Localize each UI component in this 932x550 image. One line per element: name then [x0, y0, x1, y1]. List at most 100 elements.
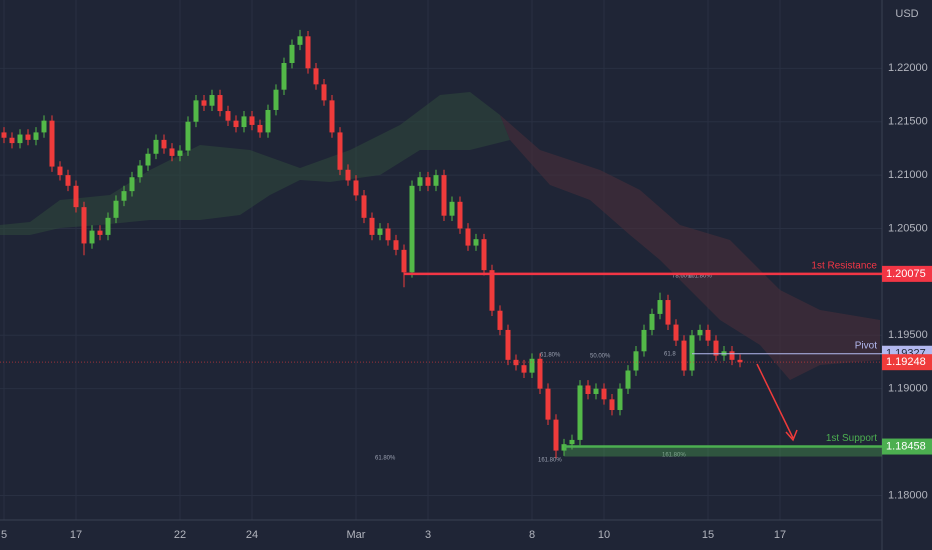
candle-body [385, 228, 391, 241]
level-name: Pivot [855, 340, 877, 351]
ichimoku-cloud-bull [0, 92, 510, 235]
candle-body [649, 313, 655, 330]
x-tick-label: 17 [774, 529, 786, 541]
candle-body [25, 134, 31, 140]
candle-body [161, 139, 167, 149]
candle-body [689, 335, 695, 371]
candle-body [41, 120, 47, 133]
candle-body [497, 310, 503, 330]
candle-body [425, 177, 431, 186]
candle-body [313, 68, 319, 85]
price-label-box [882, 438, 932, 455]
x-tick-label: 3 [425, 529, 431, 541]
candle-body [545, 388, 551, 420]
candle-body [377, 228, 383, 235]
candle-body [737, 359, 743, 363]
candle-body [489, 270, 495, 311]
candle-body [153, 139, 159, 154]
level-name: 1st Resistance [811, 261, 877, 272]
candle-body [177, 150, 183, 156]
price-label-box [882, 265, 932, 282]
candle-body [401, 249, 407, 273]
x-tick-label: 15 [702, 529, 714, 541]
fib-label: 78.60% [672, 274, 693, 280]
y-tick-label: 1.19000 [888, 383, 928, 395]
candle-body [569, 439, 575, 445]
candle-body [129, 177, 135, 192]
candle-body [209, 95, 215, 106]
candle-body [577, 385, 583, 440]
fib-label: 161.80% [688, 274, 712, 280]
candle-body [89, 230, 95, 244]
support-zone [564, 446, 882, 457]
candle-body [273, 89, 279, 110]
fib-label: 61.8 [664, 352, 676, 358]
candle-body [417, 177, 423, 186]
candle-body [361, 195, 367, 218]
candle-body [241, 116, 247, 128]
fib-label: 161.80% [538, 458, 562, 464]
y-tick-label: 1.22000 [888, 62, 928, 74]
candle-body [633, 351, 639, 371]
forecast-arrow [756, 363, 798, 442]
candle-body [673, 324, 679, 341]
y-tick-label: 1.20500 [888, 222, 928, 234]
candle-body [81, 207, 87, 244]
candle-body [73, 185, 79, 208]
candle-body [441, 175, 447, 216]
candle-body [409, 185, 415, 273]
y-tick-label: 1.21000 [888, 169, 928, 181]
candle-body [505, 329, 511, 360]
fib-label: 61.80% [375, 456, 396, 462]
candle-body [329, 100, 335, 133]
candle-body [665, 300, 671, 325]
candle-body [169, 148, 175, 156]
x-tick-label: 10 [598, 529, 610, 541]
x-tick-label: 5 [1, 529, 7, 541]
candle-body [473, 239, 479, 246]
x-tick-label: 8 [529, 529, 535, 541]
candle-body [625, 370, 631, 389]
x-tick-label: 24 [246, 529, 258, 541]
last-price-label: 1.19248 [886, 356, 926, 368]
x-tick-label: 22 [174, 529, 186, 541]
axis-unit: USD [895, 8, 918, 20]
candle-body [217, 95, 223, 112]
candle-body [193, 100, 199, 122]
candle-body [609, 399, 615, 411]
candle-body [113, 200, 119, 218]
candle-body [529, 358, 535, 373]
candle-body [641, 329, 647, 352]
candle-body [145, 153, 151, 166]
candle-body [33, 132, 39, 140]
candle-body [457, 201, 463, 229]
candle-body [585, 385, 591, 395]
candle-body [601, 388, 607, 400]
candle-body [265, 109, 271, 133]
candle-body [321, 84, 327, 101]
x-tick-label: 17 [70, 529, 82, 541]
candle-body [289, 44, 295, 63]
candle-body [697, 329, 703, 336]
candle-body [481, 239, 487, 271]
ichimoku-cloud-bear [500, 115, 880, 380]
candle-body [17, 134, 23, 144]
candle-body [185, 121, 191, 151]
price-label: 1.18458 [886, 440, 926, 452]
candle-body [297, 36, 303, 45]
candle-body [233, 120, 239, 128]
candle-body [281, 62, 287, 90]
candle-body [537, 358, 543, 389]
price-label: 1.20075 [886, 268, 926, 280]
x-tick-label: Mar [347, 529, 366, 541]
candle-body [137, 165, 143, 178]
candle-body [353, 180, 359, 196]
candle-body [121, 191, 127, 201]
candle-body [345, 169, 351, 181]
candle-body [681, 340, 687, 371]
candle-body [433, 175, 439, 186]
y-tick-label: 1.21500 [888, 116, 928, 128]
candle-body [257, 124, 263, 133]
fib-label: 161.80% [662, 453, 686, 459]
